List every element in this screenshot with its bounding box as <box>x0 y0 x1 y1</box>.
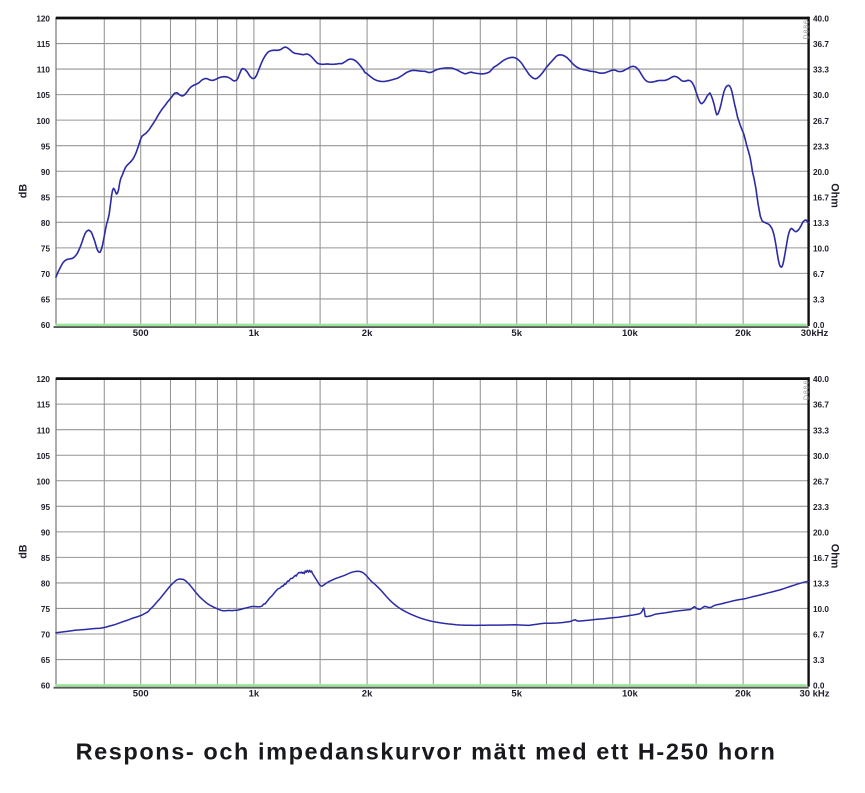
svg-text:90: 90 <box>41 168 51 177</box>
svg-text:23.3: 23.3 <box>813 142 829 151</box>
svg-text:60: 60 <box>41 682 51 691</box>
svg-text:10k: 10k <box>622 688 639 699</box>
svg-text:20.0: 20.0 <box>813 528 829 537</box>
svg-text:105: 105 <box>36 91 50 100</box>
svg-text:5k: 5k <box>511 328 522 339</box>
svg-text:26.7: 26.7 <box>813 477 829 486</box>
svg-text:3.3: 3.3 <box>813 656 825 665</box>
svg-text:30.0: 30.0 <box>813 91 829 100</box>
svg-text:20k: 20k <box>735 688 752 699</box>
svg-text:500: 500 <box>133 688 149 699</box>
svg-text:10.0: 10.0 <box>813 605 829 614</box>
svg-text:20k: 20k <box>735 328 752 339</box>
svg-text:65: 65 <box>41 296 51 305</box>
svg-text:33.3: 33.3 <box>813 426 829 435</box>
svg-text:65: 65 <box>41 656 51 665</box>
svg-text:33.3: 33.3 <box>813 66 829 75</box>
svg-text:120: 120 <box>36 15 50 24</box>
svg-text:0.0: 0.0 <box>813 321 825 330</box>
svg-text:120: 120 <box>36 375 50 384</box>
svg-text:500: 500 <box>133 328 149 339</box>
svg-text:13.3: 13.3 <box>813 219 829 228</box>
svg-text:30 kHz: 30 kHz <box>799 688 829 699</box>
svg-text:2k: 2k <box>362 688 373 699</box>
svg-text:80: 80 <box>41 219 51 228</box>
svg-text:0.0: 0.0 <box>813 682 825 691</box>
svg-text:23.3: 23.3 <box>813 503 829 512</box>
svg-text:40.0: 40.0 <box>813 15 829 24</box>
svg-text:110: 110 <box>37 426 51 435</box>
svg-text:40.0: 40.0 <box>813 375 829 384</box>
svg-text:60: 60 <box>41 321 51 330</box>
svg-text:26.7: 26.7 <box>813 117 829 126</box>
svg-text:100: 100 <box>36 477 50 486</box>
svg-text:80: 80 <box>41 580 51 589</box>
svg-text:75: 75 <box>41 244 51 253</box>
svg-text:6.7: 6.7 <box>813 270 825 279</box>
svg-text:10k: 10k <box>622 328 639 339</box>
svg-text:Ohm: Ohm <box>829 544 841 569</box>
svg-text:36.7: 36.7 <box>813 401 829 410</box>
svg-text:10.0: 10.0 <box>813 244 829 253</box>
svg-text:85: 85 <box>41 193 51 202</box>
svg-text:75: 75 <box>41 605 51 614</box>
svg-text:30.0: 30.0 <box>813 452 829 461</box>
svg-text:D886: D886 <box>803 380 810 400</box>
svg-text:105: 105 <box>36 452 50 461</box>
svg-text:1k: 1k <box>249 688 260 699</box>
svg-text:85: 85 <box>41 554 51 563</box>
svg-text:20.0: 20.0 <box>813 168 829 177</box>
svg-text:100: 100 <box>36 117 50 126</box>
svg-text:5k: 5k <box>511 688 522 699</box>
svg-text:D886: D886 <box>803 19 810 39</box>
svg-text:dB: dB <box>18 184 30 199</box>
svg-text:115: 115 <box>37 401 51 410</box>
svg-text:13.3: 13.3 <box>813 580 829 589</box>
svg-text:90: 90 <box>41 528 51 537</box>
svg-text:36.7: 36.7 <box>813 40 829 49</box>
svg-text:30kHz: 30kHz <box>801 328 829 339</box>
svg-text:1k: 1k <box>249 328 260 339</box>
svg-text:115: 115 <box>37 40 51 49</box>
svg-text:95: 95 <box>41 142 51 151</box>
svg-text:70: 70 <box>41 631 51 640</box>
svg-text:dB: dB <box>18 544 30 559</box>
svg-text:16.7: 16.7 <box>813 554 829 563</box>
svg-text:70: 70 <box>41 270 51 279</box>
svg-text:6.7: 6.7 <box>813 631 825 640</box>
svg-text:95: 95 <box>41 503 51 512</box>
svg-text:Respons- och impedanskurvor mä: Respons- och impedanskurvor mätt med ett… <box>76 739 777 765</box>
svg-text:16.7: 16.7 <box>813 193 829 202</box>
svg-text:2k: 2k <box>362 328 373 339</box>
svg-text:3.3: 3.3 <box>813 296 825 305</box>
svg-text:110: 110 <box>37 66 51 75</box>
svg-text:Ohm: Ohm <box>829 183 841 208</box>
